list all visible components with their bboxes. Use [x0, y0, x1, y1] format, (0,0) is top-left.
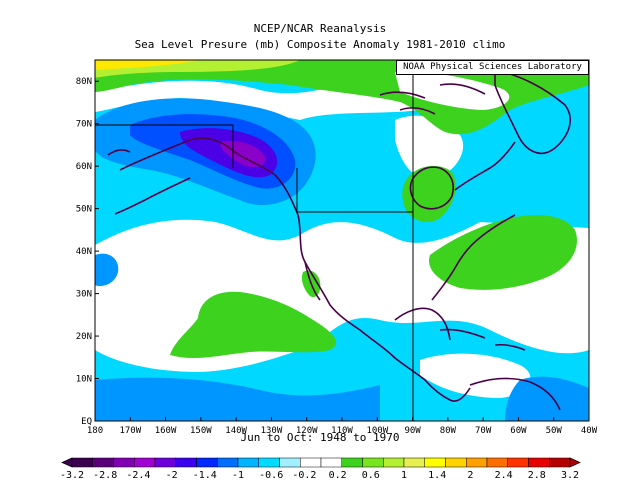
colorbar-tick-label: -0.6 — [259, 470, 283, 481]
field-positive-arctic — [95, 60, 589, 135]
lat-label: 60N — [76, 162, 92, 172]
field-negative-center — [220, 140, 266, 168]
lon-label: 180 — [87, 426, 103, 436]
colorbar-labels: -3.2 -2.8 -2.4 -2 -1.4 -1 -0.6 -0.2 0.2 0.6 1 1.4 2 2… — [60, 470, 579, 481]
colorbar-swatch — [383, 457, 405, 468]
colorbar-arrow-left — [61, 457, 73, 468]
colorbar-tick-label: -1 — [232, 470, 244, 481]
lat-label: 80N — [76, 77, 92, 87]
colorbar-tick-label: -2.4 — [126, 470, 150, 481]
colorbar-swatch — [507, 457, 529, 468]
lon-label: 50W — [546, 426, 563, 436]
colorbar-swatch — [279, 457, 301, 468]
field-neutral-tropics-east — [420, 353, 531, 398]
colorbar-tick-label: -1.4 — [193, 470, 217, 481]
colorbar-swatch — [134, 457, 156, 468]
colorbar-tick-label: 2 — [467, 470, 473, 481]
axis-ticks — [94, 80, 590, 422]
field-positive-arctic-peak — [95, 60, 200, 70]
field-negative-tropics — [95, 377, 380, 421]
colorbar-swatch — [217, 457, 239, 468]
anomaly-field — [95, 60, 589, 421]
colorbar-swatch — [549, 457, 571, 468]
credit-label: NOAA Physical Sciences Laboratory — [396, 60, 589, 75]
field-negative-tropics-east — [505, 376, 589, 421]
colorbar-tick-label: 1.4 — [428, 470, 446, 481]
lon-label: 130W — [261, 426, 283, 436]
period-label: Jun to Oct: 1948 to 1970 — [240, 431, 400, 444]
colorbar-tick-label: 2.4 — [495, 470, 513, 481]
lat-label: EQ — [81, 417, 92, 427]
colorbar-swatch — [528, 457, 550, 468]
field-negative-west — [95, 253, 119, 287]
colorbar-swatch — [237, 457, 259, 468]
colorbar-swatch — [196, 457, 218, 468]
colorbar-tick-label: 3.2 — [561, 470, 579, 481]
lat-label: 10N — [76, 375, 92, 385]
colorbar — [61, 457, 581, 468]
region-boxes — [95, 60, 414, 421]
colorbar-swatch — [92, 457, 114, 468]
colorbar-tick-label: 0.6 — [362, 470, 380, 481]
colorbar-swatch — [466, 457, 488, 468]
lat-label: 70N — [76, 120, 92, 130]
colorbar-swatch — [175, 457, 197, 468]
colorbar-swatch — [424, 457, 446, 468]
lat-label: 30N — [76, 290, 92, 300]
colorbar-swatch — [403, 457, 425, 468]
field-neutral-arctic — [95, 70, 420, 120]
colorbar-swatch — [341, 457, 363, 468]
field-positive-atlantic — [429, 215, 577, 290]
map-subtitle: Sea Level Presure (mb) Composite Anomaly… — [134, 38, 506, 51]
lon-label: 120W — [296, 426, 318, 436]
lat-label: 50N — [76, 205, 92, 215]
longitude-labels: 180 170W 160W 150W 140W 130W 120W 110W 100W 90W 80… — [87, 426, 598, 436]
colorbar-swatch — [362, 457, 384, 468]
lon-label: 90W — [404, 426, 421, 436]
lon-label: 40W — [581, 426, 598, 436]
lat-label: 20N — [76, 332, 92, 342]
lon-label: 80W — [440, 426, 457, 436]
map-title: NCEP/NCAR Reanalysis — [253, 22, 387, 35]
lon-label: 100W — [366, 426, 388, 436]
colorbar-tick-label: -2.8 — [93, 470, 117, 481]
lon-label: 170W — [119, 426, 141, 436]
field-positive-greenland-white — [395, 71, 510, 110]
field-positive-subtropical-pacific — [170, 291, 337, 359]
colorbar-tick-label: 1 — [401, 470, 407, 481]
colorbar-tick-label: -3.2 — [60, 470, 84, 481]
colorbar-tick-label: -0.2 — [292, 470, 316, 481]
lon-label: 150W — [190, 426, 212, 436]
colorbar-tick-label: -2 — [166, 470, 178, 481]
lon-label: 110W — [331, 426, 353, 436]
colorbar-tick-label: 2.8 — [528, 470, 546, 481]
lon-label: 140W — [225, 426, 247, 436]
colorbar-swatch — [258, 457, 280, 468]
coastlines — [107, 69, 571, 411]
colorbar-arrow-right — [569, 457, 581, 468]
colorbar-swatch — [320, 457, 342, 468]
colorbar-swatch — [445, 457, 467, 468]
colorbar-swatch — [300, 457, 322, 468]
lon-label: 60W — [510, 426, 527, 436]
colorbar-tick-label: 0.2 — [329, 470, 347, 481]
field-positive-canada — [402, 165, 456, 223]
lon-label: 160W — [155, 426, 177, 436]
latitude-labels: EQ 10N 20N 30N 40N 50N 60N 70N 80N — [76, 77, 92, 427]
colorbar-swatch — [113, 457, 135, 468]
lon-label: 70W — [475, 426, 492, 436]
colorbar-swatch — [486, 457, 508, 468]
colorbar-swatch — [71, 457, 93, 468]
colorbar-swatch — [154, 457, 176, 468]
lat-label: 40N — [76, 247, 92, 257]
